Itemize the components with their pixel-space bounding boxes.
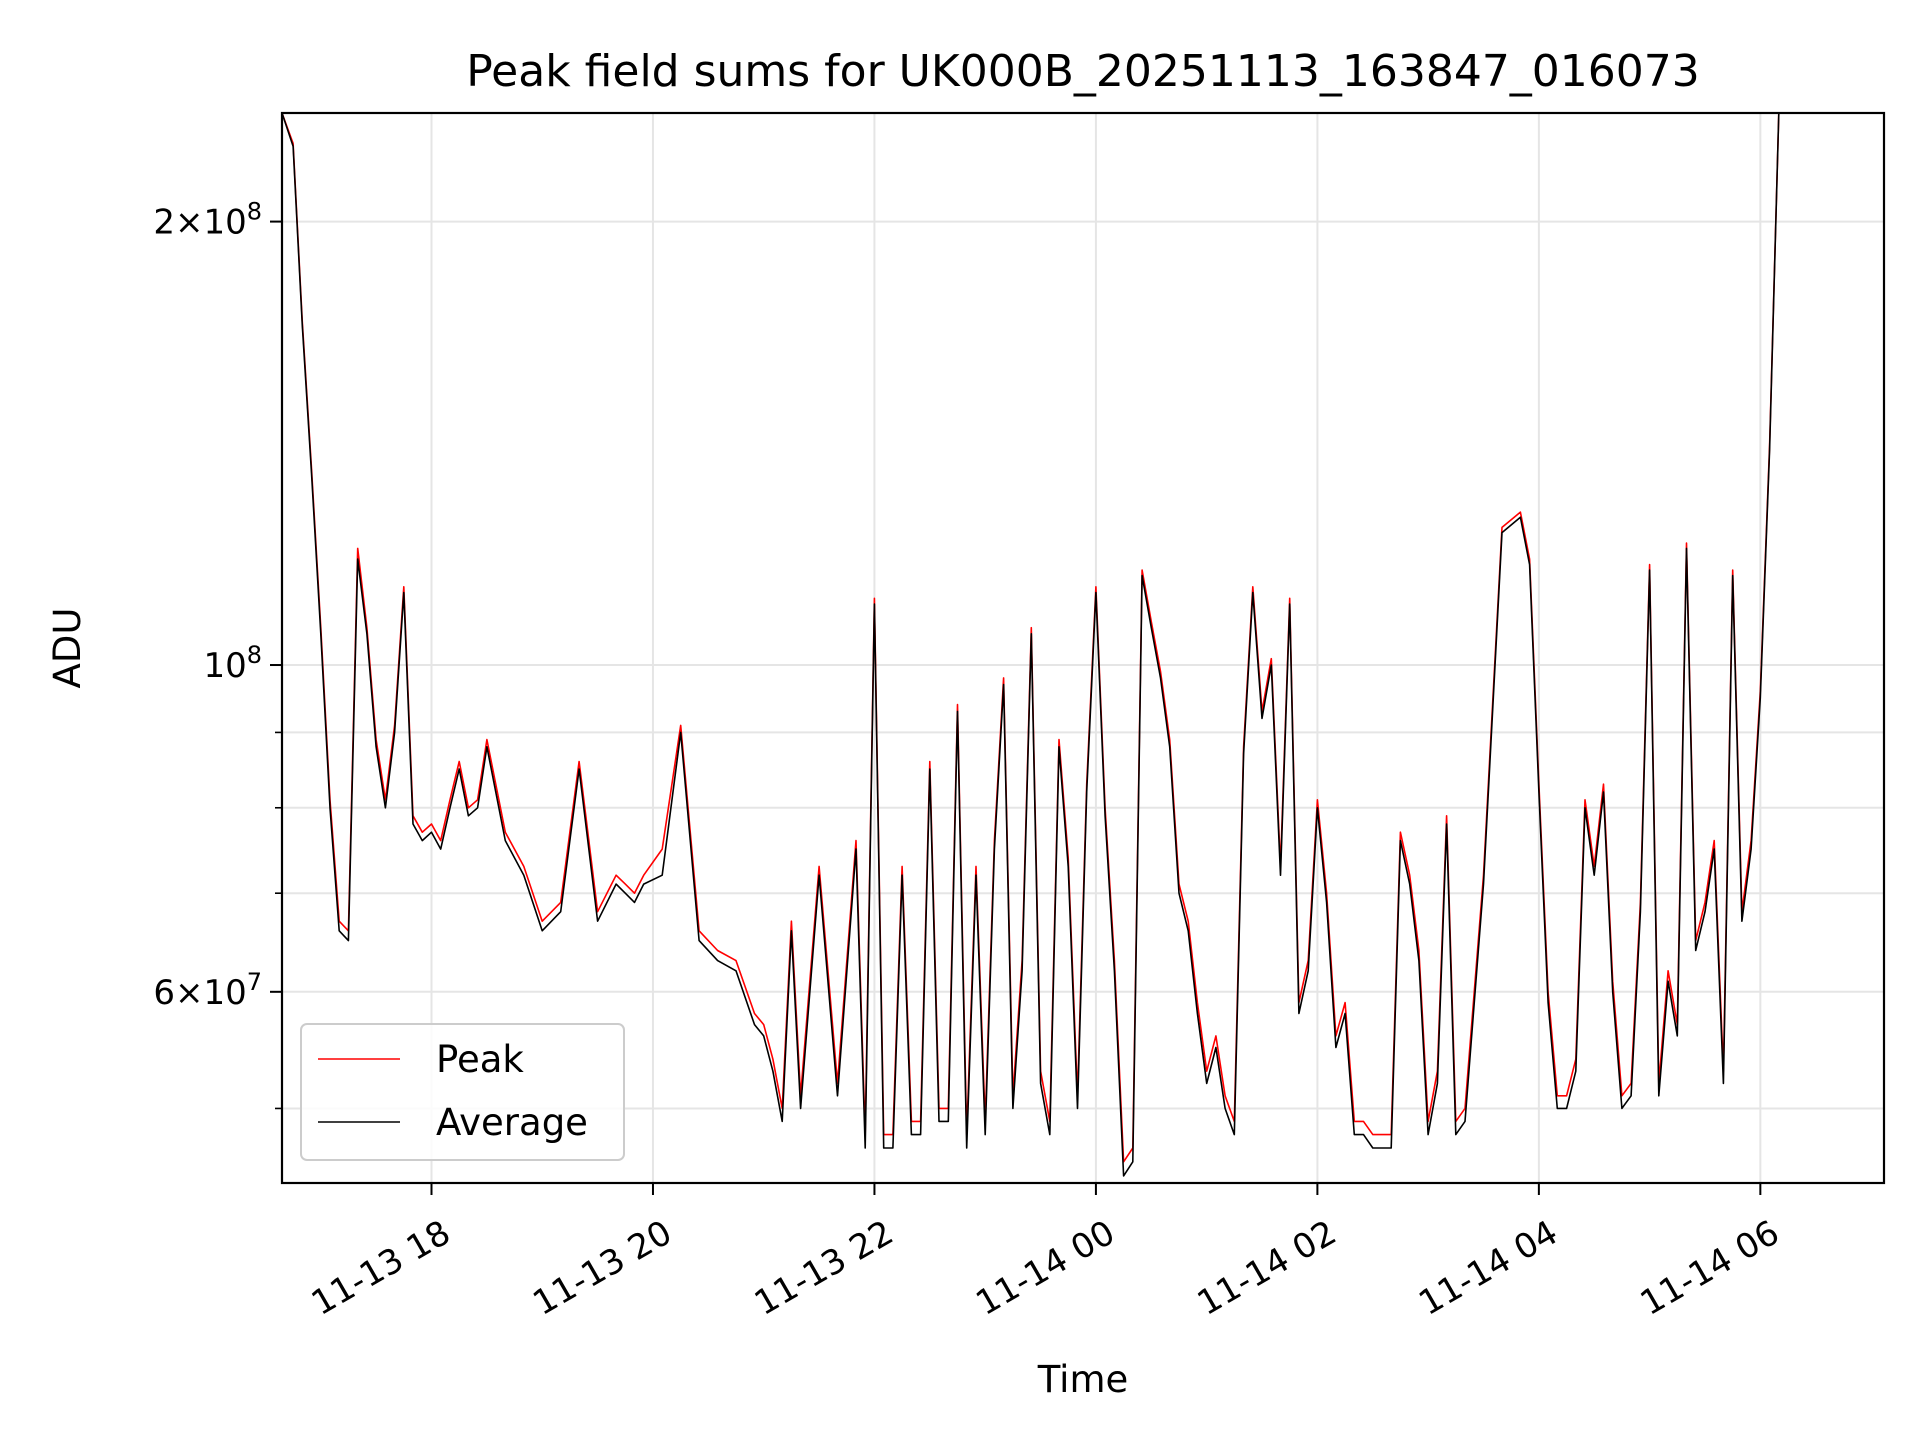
series-line-average: [281, 112, 1780, 1177]
legend-label-peak: Peak: [436, 1038, 524, 1081]
legend-box: [300, 1023, 625, 1161]
plot-lines: [281, 112, 1780, 1177]
y-axis-title: ADU: [46, 608, 89, 689]
x-axis-title: Time: [1037, 1358, 1129, 1401]
y-tick-label: 2×108: [153, 198, 262, 243]
chart-title: Peak field sums for UK000B_20251113_1638…: [466, 46, 1700, 97]
plot-frame: [280, 111, 1886, 1185]
y-axis: 2×108 108 6×107: [153, 198, 282, 1110]
legend: Peak Average: [300, 1023, 625, 1161]
legend-label-average: Average: [436, 1101, 588, 1144]
y-tick-label: 6×107: [153, 968, 262, 1013]
y-tick-label: 108: [203, 641, 262, 686]
